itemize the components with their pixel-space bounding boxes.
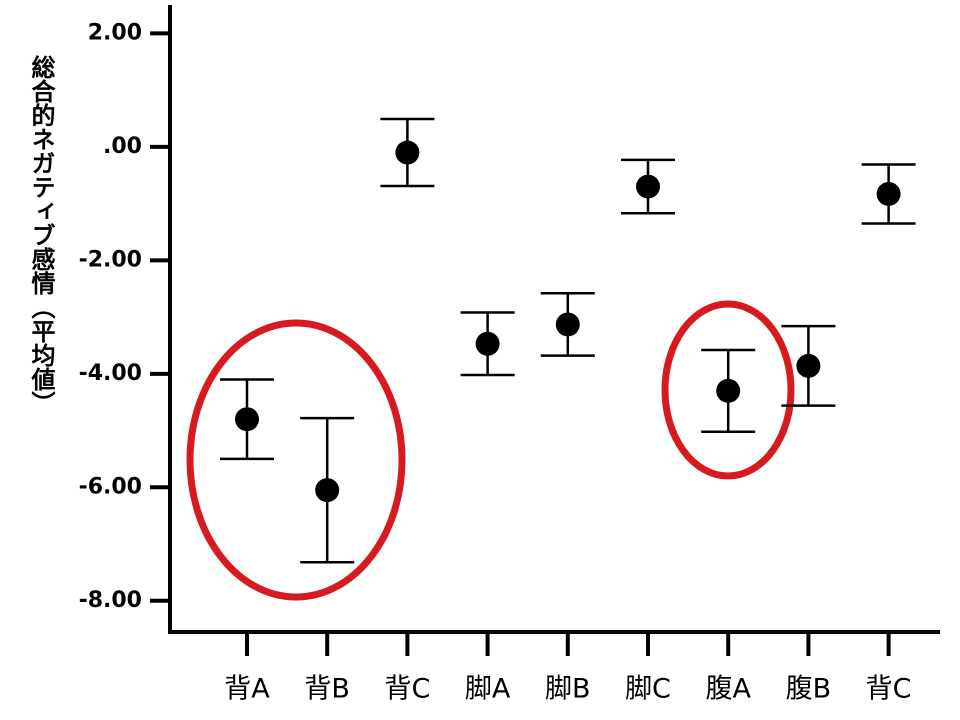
- y-tick-label: -2.00: [79, 247, 142, 272]
- y-tick-label: -6.00: [79, 474, 142, 499]
- highlight-ellipse: [661, 300, 795, 480]
- highlight-ellipse: [186, 319, 406, 601]
- point: [395, 140, 420, 165]
- x-tick-label: 背B: [304, 674, 350, 705]
- x-tick-label: 脚C: [625, 674, 671, 705]
- x-tick-label: 背A: [224, 674, 270, 705]
- x-tick-label: 腹B: [786, 674, 832, 705]
- point: [876, 181, 901, 206]
- x-tick-label: 背C: [384, 674, 430, 705]
- y-tick-label: -4.00: [79, 361, 142, 386]
- x-tick-label: 脚B: [545, 674, 591, 705]
- point: [796, 353, 821, 378]
- y-axis-label: 総合的ネガティブ感情（平均値）: [27, 54, 56, 415]
- point: [475, 331, 500, 356]
- point: [716, 378, 741, 403]
- x-tick-label: 背C: [866, 674, 912, 705]
- y-tick-label: -8.00: [79, 588, 142, 613]
- y-tick-label: .00: [103, 134, 142, 159]
- point: [315, 478, 340, 503]
- point: [555, 312, 580, 337]
- x-tick-label: 脚A: [465, 674, 511, 705]
- point: [636, 174, 660, 199]
- y-tick-label: 2.00: [88, 20, 142, 45]
- point: [235, 407, 259, 432]
- x-tick-label: 腹A: [705, 674, 751, 705]
